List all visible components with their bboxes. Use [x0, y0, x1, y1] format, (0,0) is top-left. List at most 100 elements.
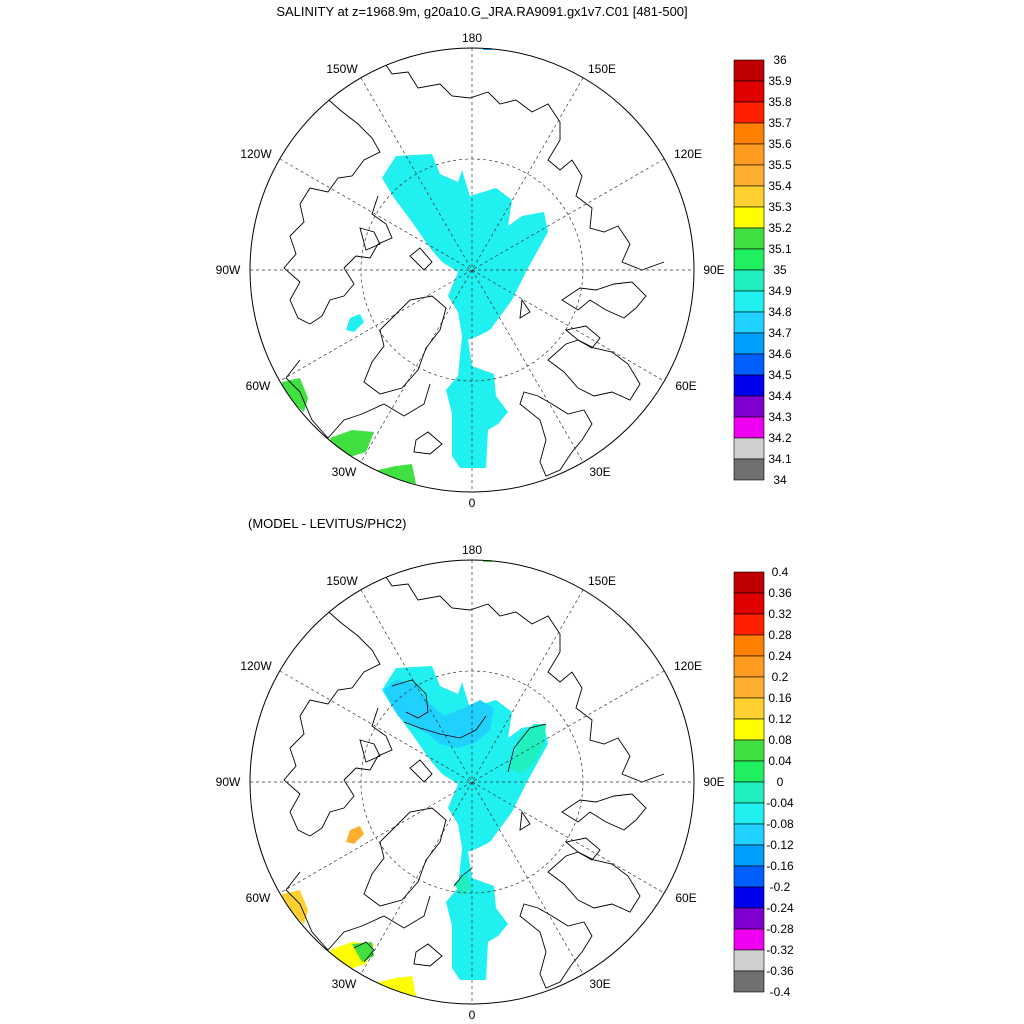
colorbar-swatch — [733, 613, 765, 636]
lon-label-60w: 60W — [246, 891, 271, 905]
colorbar-tick-label: 0.2 — [772, 670, 789, 684]
colorbar-tick-label: -0.36 — [766, 964, 794, 978]
panel2-contours — [353, 679, 547, 963]
colorbar-tick-label: 0 — [777, 775, 784, 789]
colorbar-swatch — [733, 269, 765, 292]
colorbar-tick-label: 0.28 — [768, 628, 792, 642]
colorbar-swatch — [733, 332, 765, 355]
central-basin-field — [382, 154, 548, 468]
panel2-title: (MODEL - LEVITUS/PHC2) — [248, 516, 406, 531]
panel1-coastlines — [283, 55, 665, 477]
colorbar-swatch — [733, 311, 765, 334]
colorbar-tick-label: 0.36 — [768, 586, 792, 600]
lon-label-120e: 120E — [674, 147, 702, 161]
colorbar-tick-label: -0.16 — [766, 859, 794, 873]
colorbar-tick-label: 0.32 — [768, 607, 792, 621]
lon-label-180: 180 — [462, 543, 482, 557]
panel2-map-border — [249, 559, 695, 1005]
colorbar-swatch — [733, 634, 765, 657]
lon-label-120w: 120W — [240, 147, 272, 161]
lon-label-60e: 60E — [675, 379, 696, 393]
colorbar-tick-label: 0.08 — [768, 733, 792, 747]
colorbar-tick-label: 35.1 — [768, 242, 792, 256]
lon-label-30e: 30E — [589, 977, 610, 991]
colorbar-tick-label: 0.4 — [772, 565, 789, 579]
colorbar-tick-label: 36 — [773, 53, 787, 67]
fram-strait-patch — [454, 874, 472, 896]
panel1-field — [282, 48, 548, 484]
colorbar-swatch — [733, 59, 765, 82]
colorbar-tick-label: -0.24 — [766, 901, 794, 915]
panel1-graticule — [250, 48, 694, 492]
colorbar-swatch — [733, 592, 765, 615]
lon-label-150w: 150W — [326, 62, 358, 76]
colorbar-swatch — [733, 718, 765, 741]
panel2-colorbar: 0.4 0.36 0.32 0.28 0.24 0.2 0.16 0.12 0.08 0.04 0 -… — [733, 565, 794, 999]
colorbar-swatch — [733, 143, 765, 166]
lon-label-0: 0 — [469, 1008, 476, 1022]
map-panel-difference: (MODEL - LEVITUS/PHC2) — [216, 516, 794, 1022]
colorbar-swatch — [733, 416, 765, 439]
colorbar-tick-label: 34.5 — [768, 368, 792, 382]
colorbar-swatch — [733, 571, 765, 594]
lon-label-30w: 30W — [332, 977, 357, 991]
lon-label-60e: 60E — [675, 891, 696, 905]
lon-label-0: 0 — [469, 496, 476, 510]
colorbar-swatch — [733, 655, 765, 678]
lon-label-90w: 90W — [216, 775, 241, 789]
colorbar-tick-label: 34.4 — [768, 389, 792, 403]
colorbar-tick-label: 34.8 — [768, 305, 792, 319]
baffin-bay-patch — [346, 314, 364, 332]
colorbar-swatch — [733, 697, 765, 720]
colorbar-tick-label: 35.2 — [768, 221, 792, 235]
panel2-coastlines — [283, 567, 665, 989]
lon-label-90e: 90E — [703, 775, 724, 789]
colorbar-tick-label: 0.24 — [768, 649, 792, 663]
lon-label-180: 180 — [462, 31, 482, 45]
colorbar-tick-label: -0.08 — [766, 817, 794, 831]
colorbar-swatch — [733, 290, 765, 313]
colorbar-tick-label: 35.3 — [768, 200, 792, 214]
colorbar-tick-label: 0.04 — [768, 754, 792, 768]
colorbar-swatch — [733, 886, 765, 909]
colorbar-tick-label: -0.2 — [770, 880, 791, 894]
lon-label-60w: 60W — [246, 379, 271, 393]
colorbar-tick-label: 34.9 — [768, 284, 792, 298]
colorbar-swatch — [733, 865, 765, 888]
panel2-lon-labels: 180 150E 120E 90E 60E 30E 0 30W 60W 90W … — [216, 543, 725, 1022]
colorbar-swatch — [733, 164, 765, 187]
lon-label-30w: 30W — [332, 465, 357, 479]
lon-label-30e: 30E — [589, 465, 610, 479]
colorbar-tick-label: 0.16 — [768, 691, 792, 705]
colorbar-tick-label: 35.4 — [768, 179, 792, 193]
colorbar-swatch — [733, 101, 765, 124]
lon-label-90e: 90E — [703, 263, 724, 277]
colorbar-tick-label: 35.6 — [768, 137, 792, 151]
colorbar-swatch — [733, 781, 765, 804]
colorbar-tick-label: 35.9 — [768, 74, 792, 88]
colorbar-tick-label: 35.7 — [768, 116, 792, 130]
colorbar-tick-label: 35.8 — [768, 95, 792, 109]
colorbar-swatch — [733, 802, 765, 825]
colorbar-tick-label: 34.6 — [768, 347, 792, 361]
colorbar-tick-label: 35 — [773, 263, 787, 277]
irminger-sea-patch — [330, 430, 374, 458]
colorbar-swatch — [733, 739, 765, 762]
colorbar-swatch — [733, 928, 765, 951]
colorbar-tick-label: 34.2 — [768, 431, 792, 445]
colorbar-swatch — [733, 353, 765, 376]
colorbar-tick-label: -0.4 — [770, 985, 791, 999]
colorbar-tick-label: 35.5 — [768, 158, 792, 172]
colorbar-swatch — [733, 437, 765, 460]
labrador-sea-patch — [282, 378, 308, 412]
lon-label-150w: 150W — [326, 574, 358, 588]
panel1-map-border — [249, 47, 695, 493]
colorbar-swatch — [733, 823, 765, 846]
colorbar-swatch — [733, 676, 765, 699]
colorbar-swatch — [733, 907, 765, 930]
panel1-lon-labels: 180 150E 120E 90E 60E 30E 0 30W 60W 90W … — [216, 31, 725, 510]
colorbar-swatch — [733, 248, 765, 271]
colorbar-swatch — [733, 844, 765, 867]
panel2-graticule — [250, 560, 694, 1004]
colorbar-swatch — [733, 760, 765, 783]
